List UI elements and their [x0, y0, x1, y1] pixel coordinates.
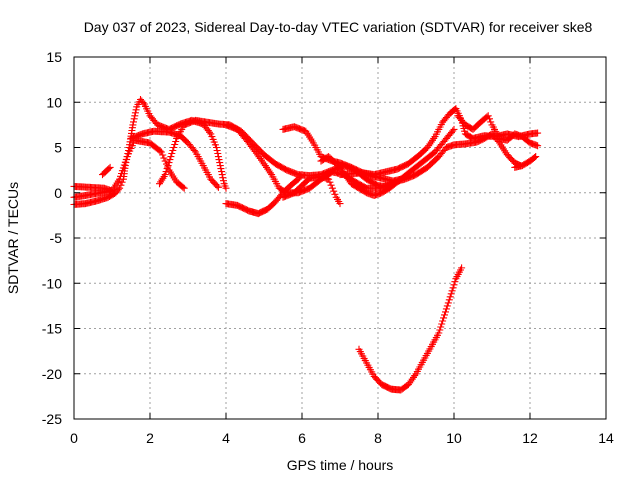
y-tick-label: -15: [42, 321, 62, 337]
series-trace-d: [99, 163, 114, 179]
grid-lines: [74, 57, 606, 419]
x-tick-label: 6: [298, 430, 306, 446]
x-tick-label: 0: [70, 430, 78, 446]
plus-markers: [355, 264, 466, 394]
axis-ticks: 0 2 4 6 8 10 12 14 15 10 5 0 -5 -10 -15 -20 -25: [42, 49, 614, 446]
plus-markers: [511, 153, 540, 171]
y-tick-label: -20: [42, 366, 62, 382]
plus-markers: [336, 105, 542, 179]
x-tick-label: 10: [446, 430, 462, 446]
plus-markers: [279, 173, 344, 208]
series-trace-p: [355, 264, 466, 394]
series-trace-j: [279, 173, 344, 208]
y-axis-label: SDTVAR / TECUs: [5, 182, 21, 294]
y-tick-label: 5: [54, 140, 62, 156]
y-tick-label: -25: [42, 411, 62, 427]
plus-markers: [454, 112, 542, 150]
series-trace-g: [222, 121, 397, 197]
series-trace-h: [222, 171, 306, 218]
plus-markers: [99, 163, 114, 179]
x-axis-label: GPS time / hours: [287, 457, 394, 473]
x-tick-label: 8: [374, 430, 382, 446]
y-tick-label: -5: [50, 230, 63, 246]
series-trace-o: [511, 153, 540, 171]
series-trace-f: [127, 127, 222, 191]
plus-markers: [222, 121, 397, 197]
plus-markers: [222, 171, 306, 218]
y-tick-label: 0: [54, 185, 62, 201]
series-trace-m: [385, 130, 524, 188]
y-tick-label: 10: [46, 94, 62, 110]
y-tick-label: -10: [42, 275, 62, 291]
plus-markers: [127, 127, 222, 191]
plus-markers: [385, 130, 524, 188]
series-trace-n: [454, 112, 542, 150]
series-trace-l: [336, 105, 542, 179]
x-tick-label: 12: [522, 430, 538, 446]
y-tick-label: 15: [46, 49, 62, 65]
x-tick-label: 4: [222, 430, 230, 446]
x-tick-label: 14: [598, 430, 614, 446]
data-points: [70, 96, 542, 394]
x-tick-label: 2: [146, 430, 154, 446]
chart-title: Day 037 of 2023, Sidereal Day-to-day VTE…: [84, 19, 593, 35]
